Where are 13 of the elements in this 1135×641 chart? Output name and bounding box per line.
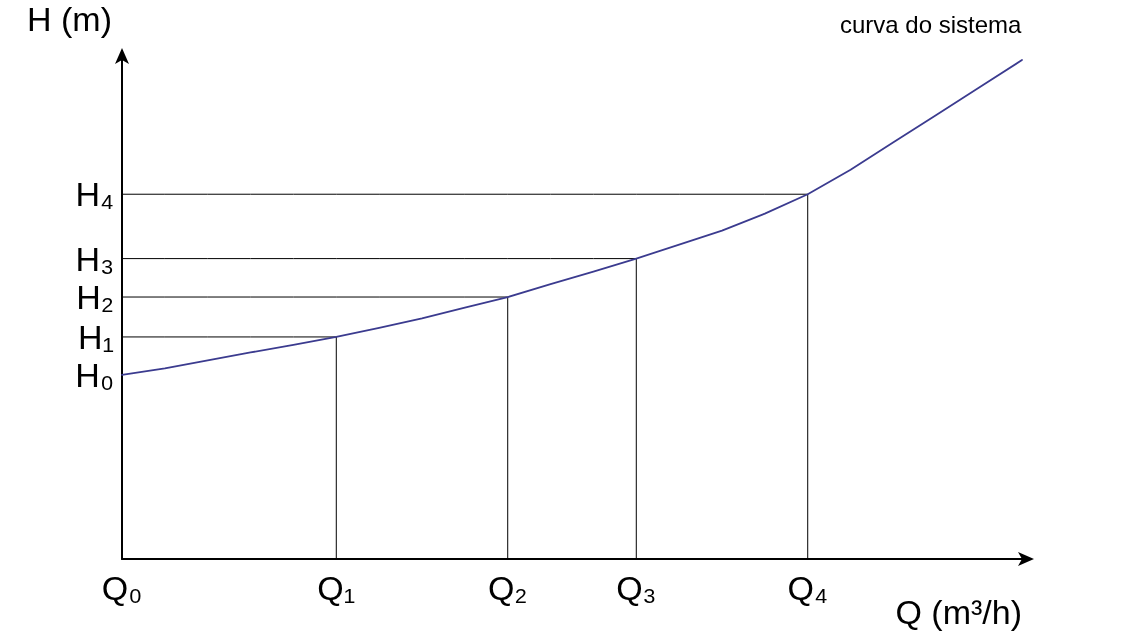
series-label: H₄ bbox=[75, 175, 114, 214]
x-tick-label: Q₃ bbox=[616, 569, 657, 607]
series-label: H₂ bbox=[76, 278, 114, 317]
x-axis-title: Q (m³/h) bbox=[895, 593, 1022, 631]
x-tick-label: Q₀ bbox=[101, 569, 143, 607]
x-tick-label: Q₁ bbox=[317, 569, 356, 607]
series-label: H₁ bbox=[77, 317, 114, 356]
text: H₀ bbox=[75, 355, 114, 394]
y-axis-title: H (m) bbox=[27, 0, 112, 38]
x-tick-label: Q₂ bbox=[487, 569, 528, 607]
series-label: curva do sistema bbox=[840, 10, 1023, 38]
series-label: H₃ bbox=[75, 239, 114, 278]
x-tick-label: Q₄ bbox=[787, 569, 828, 607]
